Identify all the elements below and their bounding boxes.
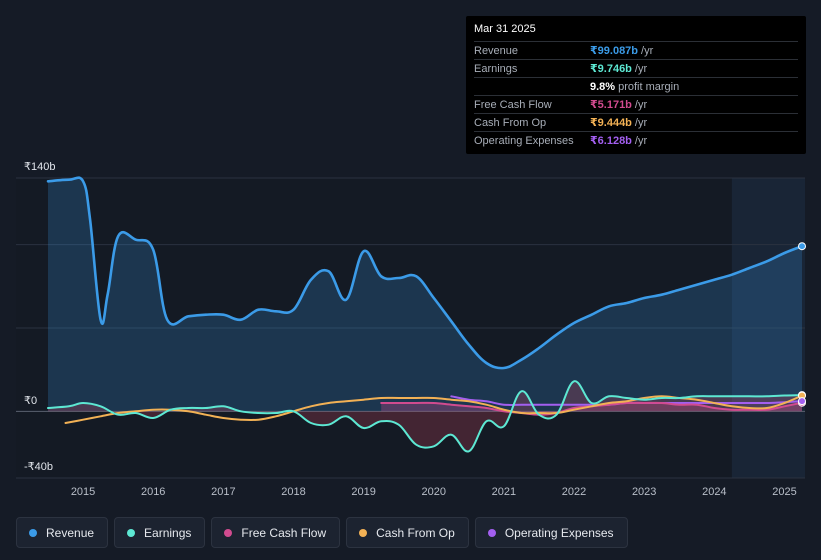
x-tick-label: 2022 [562, 486, 586, 498]
y-tick-label: -₹40b [24, 461, 53, 473]
x-tick-label: 2024 [702, 486, 726, 498]
tooltip-row-label: Earnings [474, 62, 518, 75]
legend-dot-icon [127, 528, 136, 537]
x-tick-label: 2019 [351, 486, 375, 498]
series-line-revenue [46, 176, 804, 370]
tooltip-row-value: ₹99.087b [590, 45, 639, 57]
x-tick-label: 2020 [422, 486, 446, 498]
legend-item-earnings[interactable]: Earnings [114, 517, 206, 548]
legend-label: Revenue [46, 525, 95, 540]
legend-label: Free Cash Flow [241, 525, 327, 540]
legend-item-operating-expenses[interactable]: Operating Expenses [474, 517, 628, 548]
y-tick-label: ₹0 [24, 395, 37, 407]
series-line-earnings [47, 380, 803, 453]
tooltip-row-value: 9.8% [590, 80, 616, 93]
x-tick-label: 2023 [632, 486, 656, 498]
tooltip-row-value: ₹9.746b [590, 63, 632, 75]
tooltip-row-label: Free Cash Flow [474, 98, 552, 111]
tooltip-row: Operating Expenses ₹6.128b/yr [474, 131, 798, 149]
tooltip-row: Cash From Op ₹9.444b/yr [474, 113, 798, 131]
financials-chart: ₹140b ₹0 -₹40b 2015 2016 2017 2018 2019 2020 2021… [16, 161, 806, 498]
legend-item-cash-from-op[interactable]: Cash From Op [346, 517, 469, 548]
series-area-revenue [48, 177, 802, 412]
x-tick-label: 2021 [492, 486, 516, 498]
tooltip-row: 9.8% profit margin [474, 77, 798, 95]
tooltip-row-label: Cash From Op [474, 116, 547, 129]
tooltip-row-unit: /yr [634, 62, 648, 75]
earnings-area [48, 381, 802, 452]
legend-label: Earnings [144, 525, 192, 540]
tooltip-row: Revenue ₹99.087b/yr [474, 41, 798, 59]
x-tick-label: 2025 [772, 486, 796, 498]
legend-dot-icon [29, 528, 37, 537]
x-tick-label: 2017 [211, 486, 235, 498]
legend-label: Operating Expenses [504, 525, 614, 540]
tooltip-panel: Mar 31 2025 Revenue ₹99.087b/yr Earnings ₹9… [466, 16, 806, 154]
tooltip-date: Mar 31 2025 [474, 23, 536, 35]
tooltip-row-label: Revenue [474, 44, 519, 57]
tooltip-row-unit: /yr [634, 98, 648, 111]
tooltip-row-value: ₹5.171b [590, 99, 632, 111]
tooltip-row: Earnings ₹9.746b/yr [474, 59, 798, 77]
tooltip-row-unit: /yr [634, 134, 648, 147]
x-tick-label: 2018 [281, 486, 305, 498]
end-marker-operating-expenses [798, 397, 806, 406]
tooltip-row-unit: profit margin [618, 80, 680, 93]
legend-dot-icon [359, 528, 368, 537]
legend-label: Cash From Op [376, 525, 455, 540]
tooltip-row-unit: /yr [634, 116, 648, 129]
legend-dot-icon [487, 528, 496, 537]
tooltip-row: Free Cash Flow ₹5.171b/yr [474, 95, 798, 113]
tooltip-row-value: ₹9.444b [590, 117, 632, 129]
legend-item-revenue[interactable]: Revenue [16, 517, 109, 548]
legend-item-free-cash-flow[interactable]: Free Cash Flow [211, 517, 341, 548]
x-tick-label: 2016 [141, 486, 165, 498]
chart-legend: Revenue Earnings Free Cash Flow Cash From O… [16, 517, 628, 548]
end-marker-revenue [798, 242, 806, 251]
y-tick-label: ₹140b [24, 161, 55, 173]
legend-dot-icon [224, 528, 233, 537]
x-tick-label: 2015 [71, 486, 95, 498]
tooltip-row-label: Operating Expenses [474, 134, 574, 147]
tooltip-row-unit: /yr [641, 44, 654, 57]
tooltip-row-value: ₹6.128b [590, 135, 632, 147]
